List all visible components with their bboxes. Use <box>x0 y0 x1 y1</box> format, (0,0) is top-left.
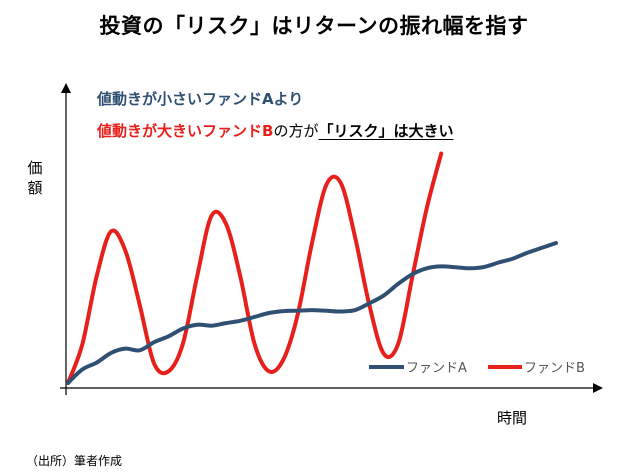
series-line-fund-a <box>66 241 558 385</box>
annotation-fund-a: 値動きが小さいファンドAより <box>97 90 304 108</box>
series-line-fund-b <box>66 151 444 385</box>
x-axis-label: 時間 <box>497 409 528 427</box>
chart-title: 投資の「リスク」はリターンの振れ幅を指す <box>99 14 529 38</box>
legend-label-fund-b: ファンドB <box>524 361 585 376</box>
annotation-fund-b-plain: の方が <box>273 122 319 140</box>
legend: ファンドA ファンドB <box>369 361 585 376</box>
y-axis-label: 価額 <box>27 159 43 197</box>
source-note: （出所）筆者作成 <box>26 454 123 468</box>
annotation-fund-b-red: 値動きが大きいファンドB <box>97 122 274 140</box>
legend-label-fund-a: ファンドA <box>406 361 467 376</box>
annotation-fund-b: 値動きが大きいファンドBの方が「リスク」は大きい <box>97 120 453 141</box>
annotation-risk-emphasis: 「リスク」は大きい <box>318 122 454 140</box>
